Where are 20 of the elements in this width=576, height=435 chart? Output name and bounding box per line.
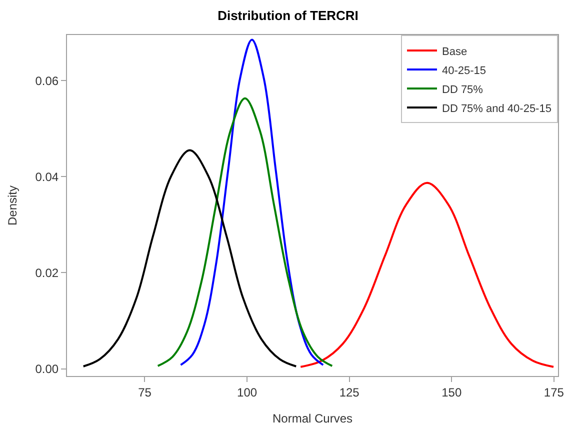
line-series xyxy=(156,97,334,367)
line-series xyxy=(300,182,554,368)
x-axis-title: Normal Curves xyxy=(272,411,353,426)
legend-label: DD 75% and 40-25-15 xyxy=(442,102,552,115)
legend-label: 40-25-15 xyxy=(442,64,486,77)
x-tick-label: 75 xyxy=(138,385,152,400)
legend-label: DD 75% xyxy=(442,84,484,96)
line-series xyxy=(180,38,324,366)
y-tick-label: 0.02 xyxy=(35,266,59,280)
x-tick-label: 175 xyxy=(544,385,564,400)
chart-title: Distribution of TERCRI xyxy=(218,8,358,23)
y-tick-label: 0.04 xyxy=(35,170,59,184)
legend-label: Base xyxy=(442,46,468,58)
y-tick-label: 0.00 xyxy=(35,362,59,376)
y-axis-title: Density xyxy=(6,185,20,226)
x-tick-label: 150 xyxy=(442,385,462,400)
x-tick-label: 100 xyxy=(237,385,258,400)
y-tick-label: 0.06 xyxy=(35,74,59,88)
line-series xyxy=(82,149,298,368)
x-tick-label: 125 xyxy=(339,385,360,400)
